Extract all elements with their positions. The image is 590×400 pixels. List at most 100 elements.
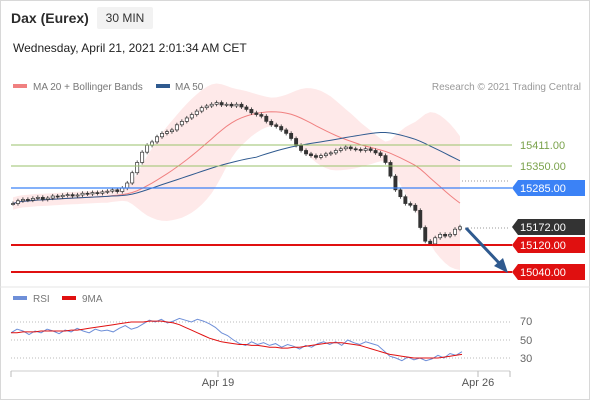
- timestamp: Wednesday, April 21, 2021 2:01:34 AM CET: [13, 41, 247, 55]
- candle-body: [244, 106, 249, 110]
- candle-body: [448, 233, 453, 237]
- projection-arrow: [464, 226, 508, 273]
- candle-body: [373, 150, 378, 154]
- candle-body: [423, 227, 428, 242]
- candle-body: [105, 190, 110, 193]
- candle-body: [184, 117, 189, 122]
- x-tick-apr19: Apr 19: [202, 377, 234, 389]
- candle-body: [239, 103, 244, 108]
- candle-body: [35, 197, 40, 199]
- candle-body: [358, 149, 363, 151]
- candle-body: [160, 133, 164, 138]
- candle-body: [428, 240, 433, 245]
- candle-body: [65, 194, 70, 196]
- candle-body: [314, 155, 318, 158]
- candle-body: [338, 148, 343, 151]
- candle-body: [458, 226, 462, 230]
- level-label-15120: 15120.00: [520, 240, 566, 252]
- candle-body: [294, 138, 299, 146]
- candle-body: [264, 115, 269, 122]
- candle-body: [85, 192, 90, 195]
- candle-body: [388, 162, 393, 177]
- rsi-swatch: [13, 296, 27, 300]
- ma50-swatch: [156, 84, 170, 88]
- credit-text: Research © 2021 Trading Central: [432, 82, 581, 93]
- level-label-current: 15172.00: [520, 222, 566, 234]
- candle-body: [189, 114, 194, 119]
- level-tag-15040: [512, 264, 585, 280]
- candle-body: [304, 150, 308, 155]
- bollinger-band-area: [13, 83, 460, 271]
- rsi-ma-swatch: [62, 296, 76, 300]
- ma20-legend-label: MA 20 + Bollinger Bands: [33, 82, 143, 93]
- rsi-grid: 70 50 30: [11, 316, 532, 365]
- candle-body: [234, 103, 239, 107]
- level-lines: [11, 144, 512, 273]
- level-tag-15120: [512, 237, 585, 253]
- candle-body: [95, 192, 100, 194]
- candle-body: [45, 197, 50, 200]
- candle-body: [100, 191, 105, 194]
- candle-body: [50, 195, 55, 199]
- candle-body: [174, 124, 179, 131]
- candle-body: [179, 121, 184, 126]
- candle-body: [25, 199, 30, 201]
- candle-body: [204, 105, 209, 109]
- level-dotted-guides: [462, 180, 510, 229]
- candle-body: [323, 153, 328, 156]
- candle-body: [60, 194, 65, 198]
- arrow-head-icon: [494, 258, 508, 273]
- candle-body: [165, 131, 169, 134]
- candle-body: [413, 204, 418, 211]
- candle-body: [229, 103, 234, 107]
- rsi-ma-line: [11, 320, 463, 359]
- level-tag-current: [512, 219, 585, 235]
- candle-body: [209, 103, 214, 107]
- candle-body: [383, 155, 388, 163]
- level-label-15411: 15411.00: [520, 140, 565, 152]
- candle-body: [249, 109, 254, 114]
- candle-body: [284, 129, 289, 134]
- candle-body: [214, 102, 219, 105]
- candle-body: [289, 133, 294, 139]
- candle-body: [75, 194, 80, 197]
- candle-body: [224, 103, 229, 106]
- candle-body: [453, 228, 457, 235]
- candle-body: [438, 233, 443, 239]
- candle-body: [418, 210, 423, 228]
- x-tick-apr26: Apr 26: [462, 377, 494, 389]
- candle-body: [343, 146, 348, 150]
- rsi-ma-legend-label: 9MA: [82, 294, 103, 305]
- candle-body: [145, 144, 150, 153]
- candle-body: [403, 196, 408, 204]
- candle-body: [333, 150, 338, 154]
- candle-body: [348, 146, 353, 150]
- candle-body: [140, 151, 145, 163]
- candle-body: [353, 148, 358, 151]
- candle-body: [398, 189, 403, 198]
- level-tag-15285: [512, 180, 585, 196]
- candle-body: [40, 197, 45, 200]
- candle-body: [130, 172, 135, 184]
- candle-body: [70, 194, 75, 197]
- candle-body: [259, 114, 264, 117]
- candle-body: [199, 107, 204, 112]
- legend: MA 20 + Bollinger Bands MA 50 Research ©…: [13, 82, 581, 93]
- ma50-legend-label: MA 50: [175, 82, 204, 93]
- rsi-legend-label: RSI: [33, 294, 50, 305]
- candle-body: [55, 195, 60, 198]
- candle-body: [408, 203, 413, 206]
- candle-body: [443, 233, 448, 237]
- x-axis: Apr 19 Apr 26: [10, 370, 511, 389]
- candle-body: [274, 124, 279, 127]
- instrument-title: Dax (Eurex): [11, 10, 89, 26]
- candle-body: [11, 203, 15, 205]
- candle-body: [368, 148, 373, 151]
- candle-body: [169, 129, 174, 132]
- candle-body: [90, 192, 95, 195]
- level-labels: 15411.00 15350.00 15285.00 15172.00 1512…: [512, 140, 585, 280]
- rsi-tick-70: 70: [520, 316, 532, 328]
- timeframe-badge[interactable]: 30 MIN: [97, 7, 153, 29]
- candle-body: [16, 200, 20, 204]
